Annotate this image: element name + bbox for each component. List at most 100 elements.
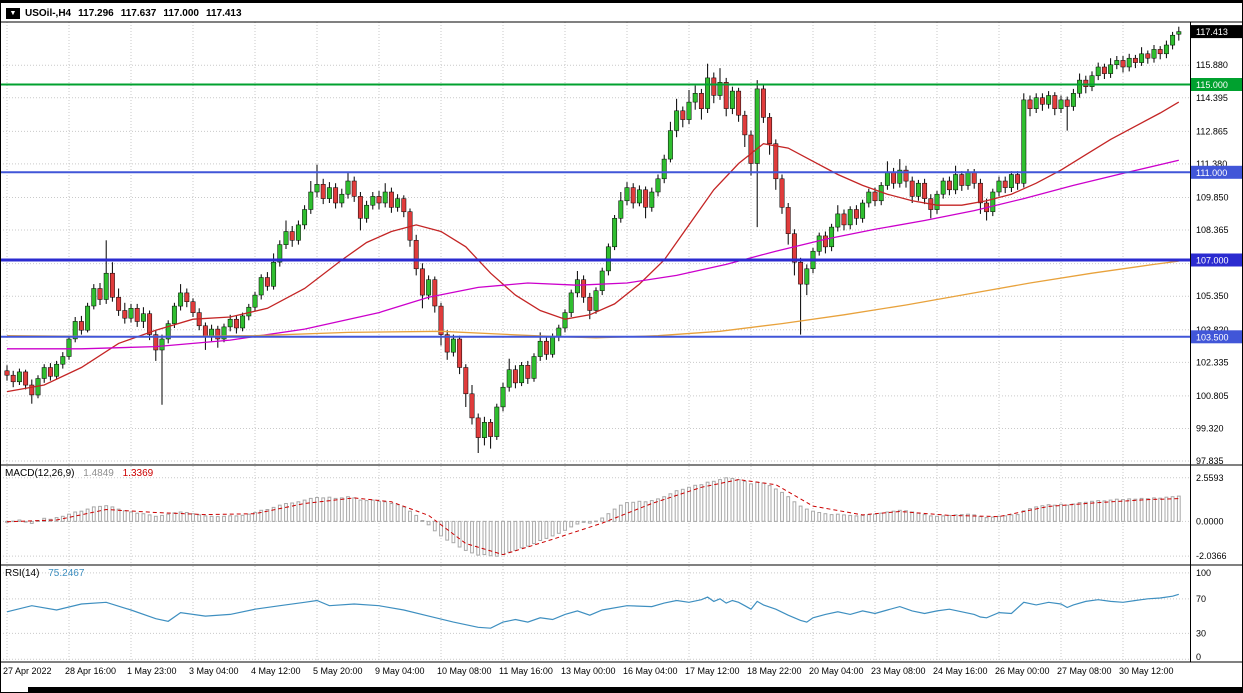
candle-bull [1176, 31, 1182, 35]
candle-bear [413, 240, 419, 270]
macd-histogram-bar [544, 520, 549, 539]
macd-histogram-bar [587, 520, 592, 524]
macd-histogram-bar [160, 514, 164, 522]
macd-histogram-bar [916, 512, 921, 522]
candle-bear [1027, 99, 1033, 109]
rsi-indicator-label: RSI(14) 75.2467 [5, 568, 84, 579]
macd-histogram-bar [711, 480, 716, 522]
price-tick-label: 99.320 [1196, 423, 1224, 433]
candle-bear [215, 328, 221, 340]
candle-bear [1052, 95, 1058, 109]
macd-histogram-bar [730, 477, 735, 522]
time-axis-label: 17 May 12:00 [685, 666, 740, 676]
macd-histogram-bar [829, 514, 834, 522]
macd-histogram-bar [358, 499, 363, 522]
macd-histogram-bar [178, 511, 183, 522]
candle-bear [1145, 53, 1151, 59]
candle-bull [624, 187, 630, 202]
candle-bear [1083, 79, 1089, 87]
candle-bull [171, 305, 177, 324]
macd-histogram-bar [1040, 505, 1045, 522]
macd-histogram-bar [265, 509, 270, 522]
candle-bear [643, 189, 649, 208]
candle-bull [816, 235, 822, 252]
macd-histogram-bar [798, 505, 803, 522]
macd-histogram-bar [184, 512, 189, 522]
level-price-badge-label: 103.500 [1196, 332, 1229, 342]
macd-histogram-bar [928, 515, 933, 522]
macd-histogram-bar [1028, 508, 1032, 522]
candle-bear [97, 288, 103, 300]
price-tick-label: 115.880 [1196, 60, 1228, 70]
current-price-badge [1191, 25, 1243, 39]
time-axis-label: 5 May 20:00 [313, 666, 363, 676]
candle-bull [556, 327, 562, 338]
macd-histogram-bar [23, 520, 28, 523]
macd-histogram-bar [848, 514, 853, 522]
candle-bear [153, 334, 159, 351]
macd-histogram-bar [1083, 501, 1088, 522]
time-axis-label: 4 May 12:00 [251, 666, 301, 676]
price-tick-label: 103.820 [1196, 325, 1229, 335]
macd-histogram-bar [327, 496, 332, 522]
macd-histogram-bar [569, 520, 574, 528]
candle-bull [91, 288, 97, 307]
level-price-badge-label: 115.000 [1196, 80, 1228, 90]
macd-histogram-bar [600, 517, 605, 522]
price-tick-label: 102.335 [1196, 357, 1229, 367]
macd-histogram-bar [637, 500, 642, 522]
candle-bull [550, 336, 556, 355]
macd-histogram-bar [296, 501, 301, 522]
candle-bear [798, 261, 804, 285]
candle-bull [308, 191, 314, 210]
candle-bull [258, 277, 264, 296]
macd-histogram-bar [135, 512, 140, 522]
candle-bull [1170, 34, 1176, 46]
rsi-scale-label: 30 [1196, 628, 1206, 638]
candle-bear [525, 365, 531, 379]
ohlc-open: 117.296 [78, 7, 114, 19]
candle-bear [903, 169, 909, 182]
macd-histogram-bar [302, 499, 307, 522]
candle-bear [184, 292, 190, 302]
candle-bear [1157, 49, 1163, 55]
candle-bear [1132, 57, 1138, 63]
candle-bear [630, 187, 636, 204]
rsi-scale-label: 70 [1196, 594, 1206, 604]
rsi-line [6, 593, 1179, 629]
candle-bull [1095, 66, 1101, 77]
macd-histogram-bar [414, 514, 419, 522]
macd-histogram-bar [513, 520, 518, 551]
macd-histogram-bar [364, 500, 369, 522]
macd-histogram-bar [470, 520, 474, 554]
macd-histogram-bar [773, 488, 778, 522]
time-axis-label: 27 Apr 2022 [3, 666, 52, 676]
time-axis[interactable]: 27 Apr 2022 28 Apr 16:00 1 May 23:00 3 May … [0, 666, 1243, 684]
time-axis-label: 1 May 23:00 [127, 666, 177, 676]
candle-bear [853, 209, 859, 219]
candle-bear [109, 272, 115, 298]
candle-bear [1120, 60, 1126, 68]
macd-histogram-bar [1096, 500, 1101, 522]
macd-histogram-bar [680, 488, 685, 522]
macd-histogram-bar [885, 511, 890, 522]
candle-bear [822, 235, 828, 248]
candle-bear [891, 172, 897, 184]
candle-bear [748, 134, 754, 164]
macd-histogram-bar [922, 514, 927, 522]
symbol-dropdown-icon[interactable]: ▼ [6, 7, 20, 19]
candle-bull [835, 213, 841, 228]
candle-bull [66, 338, 72, 357]
candle-bear [457, 338, 463, 368]
candle-bull [866, 191, 872, 204]
macd-histogram-bar [129, 511, 133, 522]
macd-scale-label: -2.0366 [1196, 551, 1227, 561]
macd-indicator-label: MACD(12,26,9) 1.4849 1.3369 [5, 468, 153, 479]
macd-histogram-bar [507, 520, 512, 553]
macd-histogram-bar [891, 510, 896, 522]
macd-histogram-bar [277, 504, 282, 522]
candle-bull [612, 218, 618, 248]
macd-histogram-bar [153, 515, 158, 522]
candle-bull [103, 272, 109, 300]
